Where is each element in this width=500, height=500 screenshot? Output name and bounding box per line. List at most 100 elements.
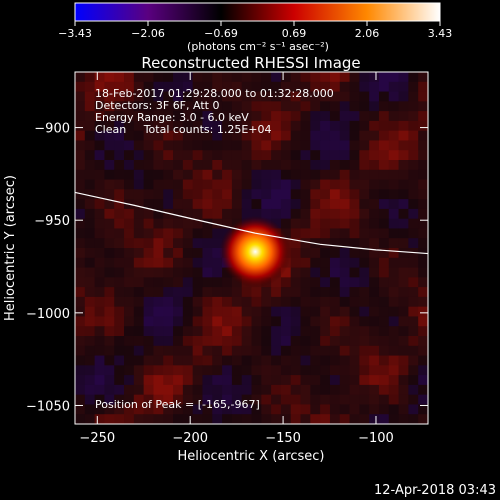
heatmap-cell [124,140,135,151]
heatmap-cell [320,130,331,141]
heatmap-cell [202,375,213,386]
heatmap-cell [418,228,428,239]
heatmap-cell [339,384,350,396]
heatmap-cell [271,277,282,288]
heatmap-cell [84,404,96,415]
heatmap-cell [378,199,390,210]
heatmap-cell [300,306,311,317]
heatmap-cell [359,111,370,122]
heatmap-cell [329,130,341,141]
heatmap-cell [143,267,154,278]
heatmap-cell [300,72,311,83]
heatmap-cell [94,72,105,83]
heatmap-cell [329,81,341,92]
heatmap-cell [94,160,105,171]
heatmap-cell [143,150,154,161]
heatmap-cell [310,267,321,278]
heatmap-cell [408,414,419,424]
heatmap-cell [408,218,419,229]
heatmap-cell [271,160,282,171]
heatmap-cell [202,179,213,190]
heatmap-cell [320,199,331,210]
heatmap-cell [94,355,105,366]
heatmap-cell [300,228,311,239]
heatmap-cell [241,169,252,180]
heatmap-cell [418,336,428,347]
heatmap-cell [84,101,96,112]
heatmap-cell [359,248,370,259]
heatmap-cell [271,72,282,83]
heatmap-cell [222,169,233,180]
heatmap-cell [320,169,331,180]
heatmap-cell [251,72,262,83]
footer-timestamp: 12-Apr-2018 03:43 [374,483,496,498]
heatmap-cell [359,394,370,405]
heatmap-cell [231,91,243,102]
heatmap-cell [163,228,174,239]
heatmap-cell [182,160,194,171]
heatmap-cell [359,326,370,337]
heatmap-cell [104,130,115,141]
heatmap-cell [408,267,419,278]
heatmap-cell [398,199,409,210]
heatmap-cell [271,91,282,102]
heatmap-cell [143,277,154,288]
heatmap-cell [75,404,86,415]
heatmap-cell [202,306,213,317]
heatmap-cell [310,72,321,83]
heatmap-cell [310,257,321,268]
heatmap-cell [124,326,135,337]
y-tick-label: −900 [34,122,70,137]
heatmap-cell [192,296,203,308]
heatmap-cell [378,150,390,161]
heatmap-cell [271,150,282,161]
heatmap-cell [212,189,223,200]
heatmap-cell [192,248,203,259]
heatmap-cell [182,179,194,190]
heatmap-cell [329,277,341,288]
heatmap-cell [173,150,184,161]
heatmap-cell [75,326,86,337]
heatmap-cell [75,355,86,366]
heatmap-cell [369,81,380,92]
heatmap-cell [84,248,96,259]
heatmap-cell [378,336,390,347]
heatmap-cell [192,101,203,112]
heatmap-cell [329,140,341,151]
heatmap-cell [359,208,370,220]
heatmap-cell [359,267,370,278]
heatmap-cell [359,375,370,386]
heatmap-cell [359,72,370,83]
heatmap-cell [290,228,301,239]
heatmap-cell [320,316,331,327]
heatmap-cell [300,91,311,102]
heatmap-cell [300,218,311,229]
heatmap-cell [182,150,194,161]
heatmap-cell [408,394,419,405]
heatmap-cell [84,414,96,424]
heatmap-cell [388,72,399,83]
heatmap-cell [300,257,311,268]
heatmap-cell [369,296,380,308]
heatmap-cell [418,375,428,386]
heatmap-cell [114,394,125,405]
heatmap-cell [143,306,154,317]
heatmap-cell [163,394,174,405]
heatmap-cell [398,140,409,151]
heatmap-cell [300,248,311,259]
heatmap-cell [94,336,105,347]
heatmap-cell [241,160,252,171]
heatmap-cell [271,384,282,396]
heatmap-cell [388,189,399,200]
heatmap-cell [378,189,390,200]
heatmap-cell [182,238,194,249]
heatmap-cell [163,306,174,317]
heatmap-cell [290,218,301,229]
heatmap-cell [84,287,96,298]
heatmap-cell [408,238,419,249]
heatmap-cell [261,91,272,102]
heatmap-cell [104,72,115,83]
heatmap-cell [114,81,125,92]
heatmap-cell [114,238,125,249]
heatmap-cell [290,160,301,171]
